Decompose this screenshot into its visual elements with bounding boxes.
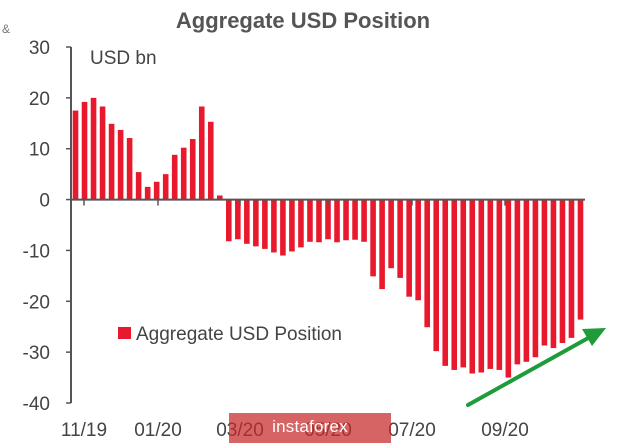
bar [505, 199, 512, 378]
legend: Aggregate USD Position [118, 324, 342, 345]
bars-group [72, 97, 584, 378]
bar [316, 199, 322, 243]
bar [361, 199, 367, 242]
bar [81, 101, 88, 200]
corner-symbol: & [2, 22, 11, 36]
bar [271, 199, 277, 253]
bar [198, 106, 205, 200]
bar [451, 199, 458, 370]
bar [343, 199, 349, 241]
bar [72, 110, 79, 200]
legend-swatch [118, 327, 131, 339]
x-tick-label: 09/20 [481, 420, 529, 441]
bar [460, 199, 467, 368]
y-tick-label: 10 [29, 140, 50, 161]
bar [469, 199, 476, 374]
bar [352, 199, 358, 240]
bar [180, 147, 187, 200]
bar [487, 199, 494, 369]
legend-label: Aggregate USD Position [136, 324, 342, 345]
bar [117, 129, 124, 200]
x-tick-label: 11/19 [61, 420, 107, 441]
x-tick-label: 07/20 [388, 420, 436, 441]
bar [289, 199, 295, 252]
bar [397, 199, 403, 278]
bar [144, 186, 151, 200]
bar [189, 139, 196, 200]
y-tick-label: 30 [29, 38, 50, 59]
bar [334, 199, 340, 243]
trend-arrow-head [582, 328, 606, 346]
bar [280, 199, 286, 256]
y-tick-label: -20 [23, 292, 50, 313]
watermark-box [229, 413, 391, 443]
bar [541, 199, 548, 346]
bar [379, 199, 385, 290]
bar [253, 199, 259, 247]
bar [514, 199, 521, 365]
bar [99, 106, 106, 200]
bar [153, 181, 160, 200]
bar [262, 199, 268, 249]
bar [244, 199, 250, 244]
bar [559, 199, 566, 343]
bar [433, 199, 440, 352]
bar [496, 199, 503, 370]
bar [442, 199, 449, 366]
bar [135, 172, 142, 200]
bar [298, 199, 304, 248]
bar [550, 199, 557, 349]
chart-title: Aggregate USD Position [176, 8, 430, 33]
bar [478, 199, 485, 373]
bar [370, 199, 376, 277]
bar [171, 154, 178, 200]
bar [532, 199, 539, 358]
bar [568, 199, 575, 338]
bar [415, 199, 421, 301]
y-tick-label: 20 [29, 89, 50, 110]
bar [235, 199, 241, 240]
bar [90, 97, 97, 200]
bar [307, 199, 313, 242]
y-tick-label: -30 [23, 343, 50, 364]
bar [108, 123, 115, 200]
bar [523, 199, 530, 362]
bar [162, 174, 169, 200]
bar [226, 199, 232, 242]
bar [325, 199, 331, 240]
bar [388, 199, 394, 269]
x-tick-label: 01/20 [134, 420, 182, 441]
watermark-text: instaforex [272, 417, 348, 436]
y-tick-label: -40 [23, 394, 50, 415]
bar [126, 138, 133, 200]
bar [406, 199, 412, 297]
y-axis-ticks: 30 20 10 0 -10 -20 -30 -40 [23, 38, 71, 415]
y-tick-label: 0 [39, 191, 50, 212]
bar [424, 199, 430, 328]
bar [216, 195, 223, 200]
y-axis-label: USD bn [90, 48, 157, 69]
trend-arrow [466, 328, 606, 407]
bar [207, 121, 214, 200]
bar [577, 199, 584, 320]
y-tick-label: -10 [23, 241, 50, 262]
trend-arrow-shaft [466, 335, 592, 407]
